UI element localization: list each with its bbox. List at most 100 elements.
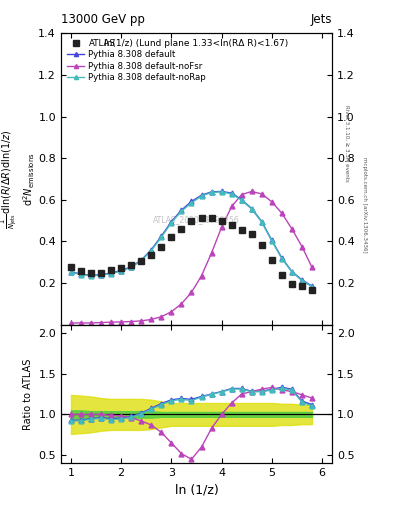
Pythia 8.308 default-noRap [139,258,143,264]
Pythia 8.308 default-noFsr [129,318,134,325]
Pythia 8.308 default-noFsr [169,309,174,315]
Pythia 8.308 default [279,255,284,261]
ATLAS [109,267,114,273]
Pythia 8.308 default-noRap [299,278,304,284]
ATLAS [229,222,234,228]
Line: ATLAS: ATLAS [68,216,315,293]
Pythia 8.308 default-noFsr [99,319,103,326]
ATLAS [239,227,244,233]
Pythia 8.308 default-noRap [179,208,184,215]
ATLAS [310,287,314,293]
Pythia 8.308 default-noRap [199,193,204,199]
X-axis label: ln (1/z): ln (1/z) [174,484,219,497]
ATLAS [279,271,284,278]
Pythia 8.308 default-noRap [149,247,154,253]
Line: Pythia 8.308 default: Pythia 8.308 default [68,189,314,289]
Pythia 8.308 default-noFsr [199,273,204,279]
ATLAS [169,234,174,240]
Pythia 8.308 default-noFsr [299,244,304,250]
Pythia 8.308 default-noRap [229,191,234,197]
Pythia 8.308 default-noRap [239,197,244,203]
Y-axis label: Ratio to ATLAS: Ratio to ATLAS [23,358,33,430]
Pythia 8.308 default-noRap [159,234,164,240]
ATLAS [209,216,214,222]
Pythia 8.308 default [149,247,154,253]
ATLAS [119,265,123,271]
Pythia 8.308 default-noFsr [250,188,254,195]
Pythia 8.308 default-noRap [259,219,264,225]
Pythia 8.308 default-noRap [109,270,114,276]
Pythia 8.308 default [219,188,224,195]
Pythia 8.308 default [299,277,304,283]
ATLAS [89,269,94,275]
Pythia 8.308 default [189,198,194,204]
Text: Rivet 3.1.10, ≥ 3.3M events: Rivet 3.1.10, ≥ 3.3M events [344,105,349,182]
Pythia 8.308 default-noRap [209,189,214,196]
Pythia 8.308 default-noRap [219,189,224,195]
Pythia 8.308 default-noFsr [270,199,274,205]
Text: 13000 GeV pp: 13000 GeV pp [61,13,145,26]
ATLAS [159,244,164,250]
Pythia 8.308 default [79,271,83,278]
Text: ATLAS_2020_I1790256: ATLAS_2020_I1790256 [153,215,240,224]
Pythia 8.308 default-noFsr [139,318,143,324]
Pythia 8.308 default [179,207,184,213]
Pythia 8.308 default [69,268,73,274]
ATLAS [179,226,184,232]
Pythia 8.308 default-noRap [310,284,314,290]
Pythia 8.308 default-noFsr [259,191,264,197]
Pythia 8.308 default-noRap [169,220,174,226]
Pythia 8.308 default-noRap [189,200,194,206]
Pythia 8.308 default-noRap [250,206,254,212]
ATLAS [69,264,73,270]
Pythia 8.308 default-noRap [99,272,103,278]
Pythia 8.308 default-noFsr [290,226,294,232]
ATLAS [219,218,224,224]
Line: Pythia 8.308 default-noRap: Pythia 8.308 default-noRap [68,189,314,289]
Pythia 8.308 default-noFsr [189,289,194,295]
Y-axis label: $\frac{1}{N_\mathsf{jets}}\mathsf{dln}(R/\Delta R)\mathsf{dln}(1/z)$
$\mathsf{d}: $\frac{1}{N_\mathsf{jets}}\mathsf{dln}(R… [0,129,37,229]
Pythia 8.308 default-noRap [69,269,73,275]
Pythia 8.308 default-noRap [129,264,134,270]
Pythia 8.308 default-noFsr [239,191,244,198]
ATLAS [99,269,103,275]
Pythia 8.308 default-noRap [79,271,83,278]
ATLAS [290,281,294,287]
Pythia 8.308 default [159,233,164,239]
Pythia 8.308 default-noFsr [310,264,314,270]
ATLAS [259,242,264,248]
Pythia 8.308 default [169,219,174,225]
Pythia 8.308 default-noFsr [119,319,123,325]
ATLAS [299,283,304,289]
Pythia 8.308 default [239,197,244,203]
Pythia 8.308 default [119,267,123,273]
Pythia 8.308 default-noFsr [229,203,234,209]
Pythia 8.308 default-noFsr [69,320,73,326]
Pythia 8.308 default-noRap [89,273,94,279]
ATLAS [189,218,194,224]
Pythia 8.308 default-noRap [119,268,123,274]
Pythia 8.308 default-noFsr [219,224,224,230]
Pythia 8.308 default [89,272,94,279]
Text: mcplots.cern.ch [arXiv:1306.3436]: mcplots.cern.ch [arXiv:1306.3436] [362,157,367,252]
Pythia 8.308 default-noFsr [179,301,184,307]
Pythia 8.308 default-noFsr [279,210,284,217]
Pythia 8.308 default [129,264,134,270]
Pythia 8.308 default [229,190,234,196]
ATLAS [250,231,254,237]
Pythia 8.308 default-noFsr [159,314,164,320]
Pythia 8.308 default-noRap [270,238,274,244]
ATLAS [129,262,134,268]
Text: Jets: Jets [310,13,332,26]
Pythia 8.308 default-noFsr [209,250,214,256]
Pythia 8.308 default [270,237,274,243]
Pythia 8.308 default [250,205,254,211]
ATLAS [139,258,143,264]
Pythia 8.308 default [310,283,314,289]
ATLAS [199,216,204,222]
Pythia 8.308 default [109,270,114,276]
Line: Pythia 8.308 default-noFsr: Pythia 8.308 default-noFsr [68,189,314,326]
Pythia 8.308 default-noRap [279,255,284,262]
Pythia 8.308 default [259,219,264,225]
Pythia 8.308 default-noFsr [89,320,94,326]
